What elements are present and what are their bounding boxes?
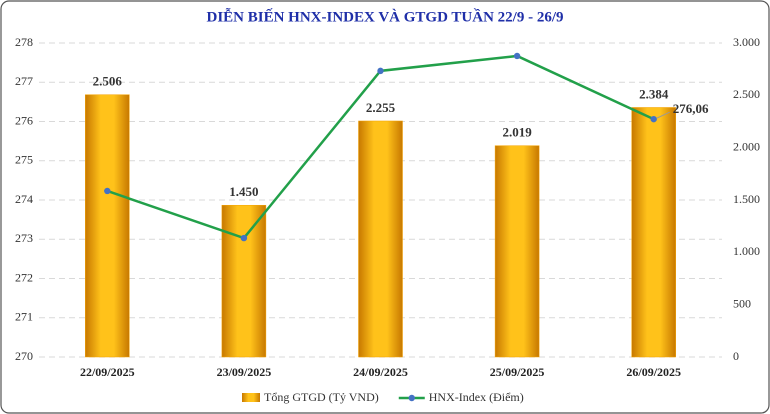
y-tick-label: 275 <box>15 153 33 167</box>
y-tick-label: 272 <box>15 270 33 284</box>
y-tick-label: 277 <box>15 74 33 88</box>
chart-title: DIỄN BIẾN HNX-INDEX VÀ GTGD TUẦN 22/9 - … <box>207 7 564 25</box>
y2-tick-label: 0 <box>733 349 739 363</box>
bar-value-label: 1.450 <box>229 184 258 199</box>
line-marker <box>377 67 384 75</box>
legend-label: HNX-Index (Điểm) <box>429 390 524 404</box>
line-marker <box>104 187 111 195</box>
legend-label: Tổng GTGD (Tỷ VND) <box>264 390 379 404</box>
line-value-label: 276,06 <box>673 101 709 116</box>
y2-tick-label: 1.000 <box>733 244 760 258</box>
leader <box>656 111 670 119</box>
bar <box>85 94 130 358</box>
bar <box>358 120 403 358</box>
y2-tick-label: 500 <box>733 296 751 310</box>
bar <box>631 107 676 358</box>
x-tick-label: 22/09/2025 <box>80 365 135 379</box>
y-tick-label: 274 <box>15 192 33 206</box>
legend-marker <box>408 394 415 402</box>
bar-value-label: 2.255 <box>366 100 396 115</box>
bar-value-label: 2.384 <box>639 86 669 101</box>
bar <box>494 145 540 358</box>
bar-value-label: 2.019 <box>502 125 532 140</box>
y-tick-label: 278 <box>15 35 33 49</box>
y-tick-label: 270 <box>15 349 33 363</box>
legend-swatch <box>242 393 260 402</box>
x-tick-label: 24/09/2025 <box>353 365 408 379</box>
y2-tick-label: 2.500 <box>733 87 760 101</box>
bar-value-label: 2.506 <box>93 74 123 89</box>
y-tick-label: 273 <box>15 231 33 245</box>
y2-tick-label: 1.500 <box>733 192 760 206</box>
y2-tick-label: 2.000 <box>733 139 760 153</box>
bar <box>221 204 267 358</box>
y-tick-label: 276 <box>15 113 33 127</box>
x-tick-label: 26/09/2025 <box>626 365 681 379</box>
x-tick-label: 23/09/2025 <box>217 365 272 379</box>
y-tick-label: 271 <box>15 310 33 324</box>
line-marker <box>650 115 657 123</box>
x-tick-label: 25/09/2025 <box>490 365 545 379</box>
y2-tick-label: 3.000 <box>733 35 760 49</box>
line-marker <box>240 234 248 242</box>
line-marker <box>513 52 521 60</box>
